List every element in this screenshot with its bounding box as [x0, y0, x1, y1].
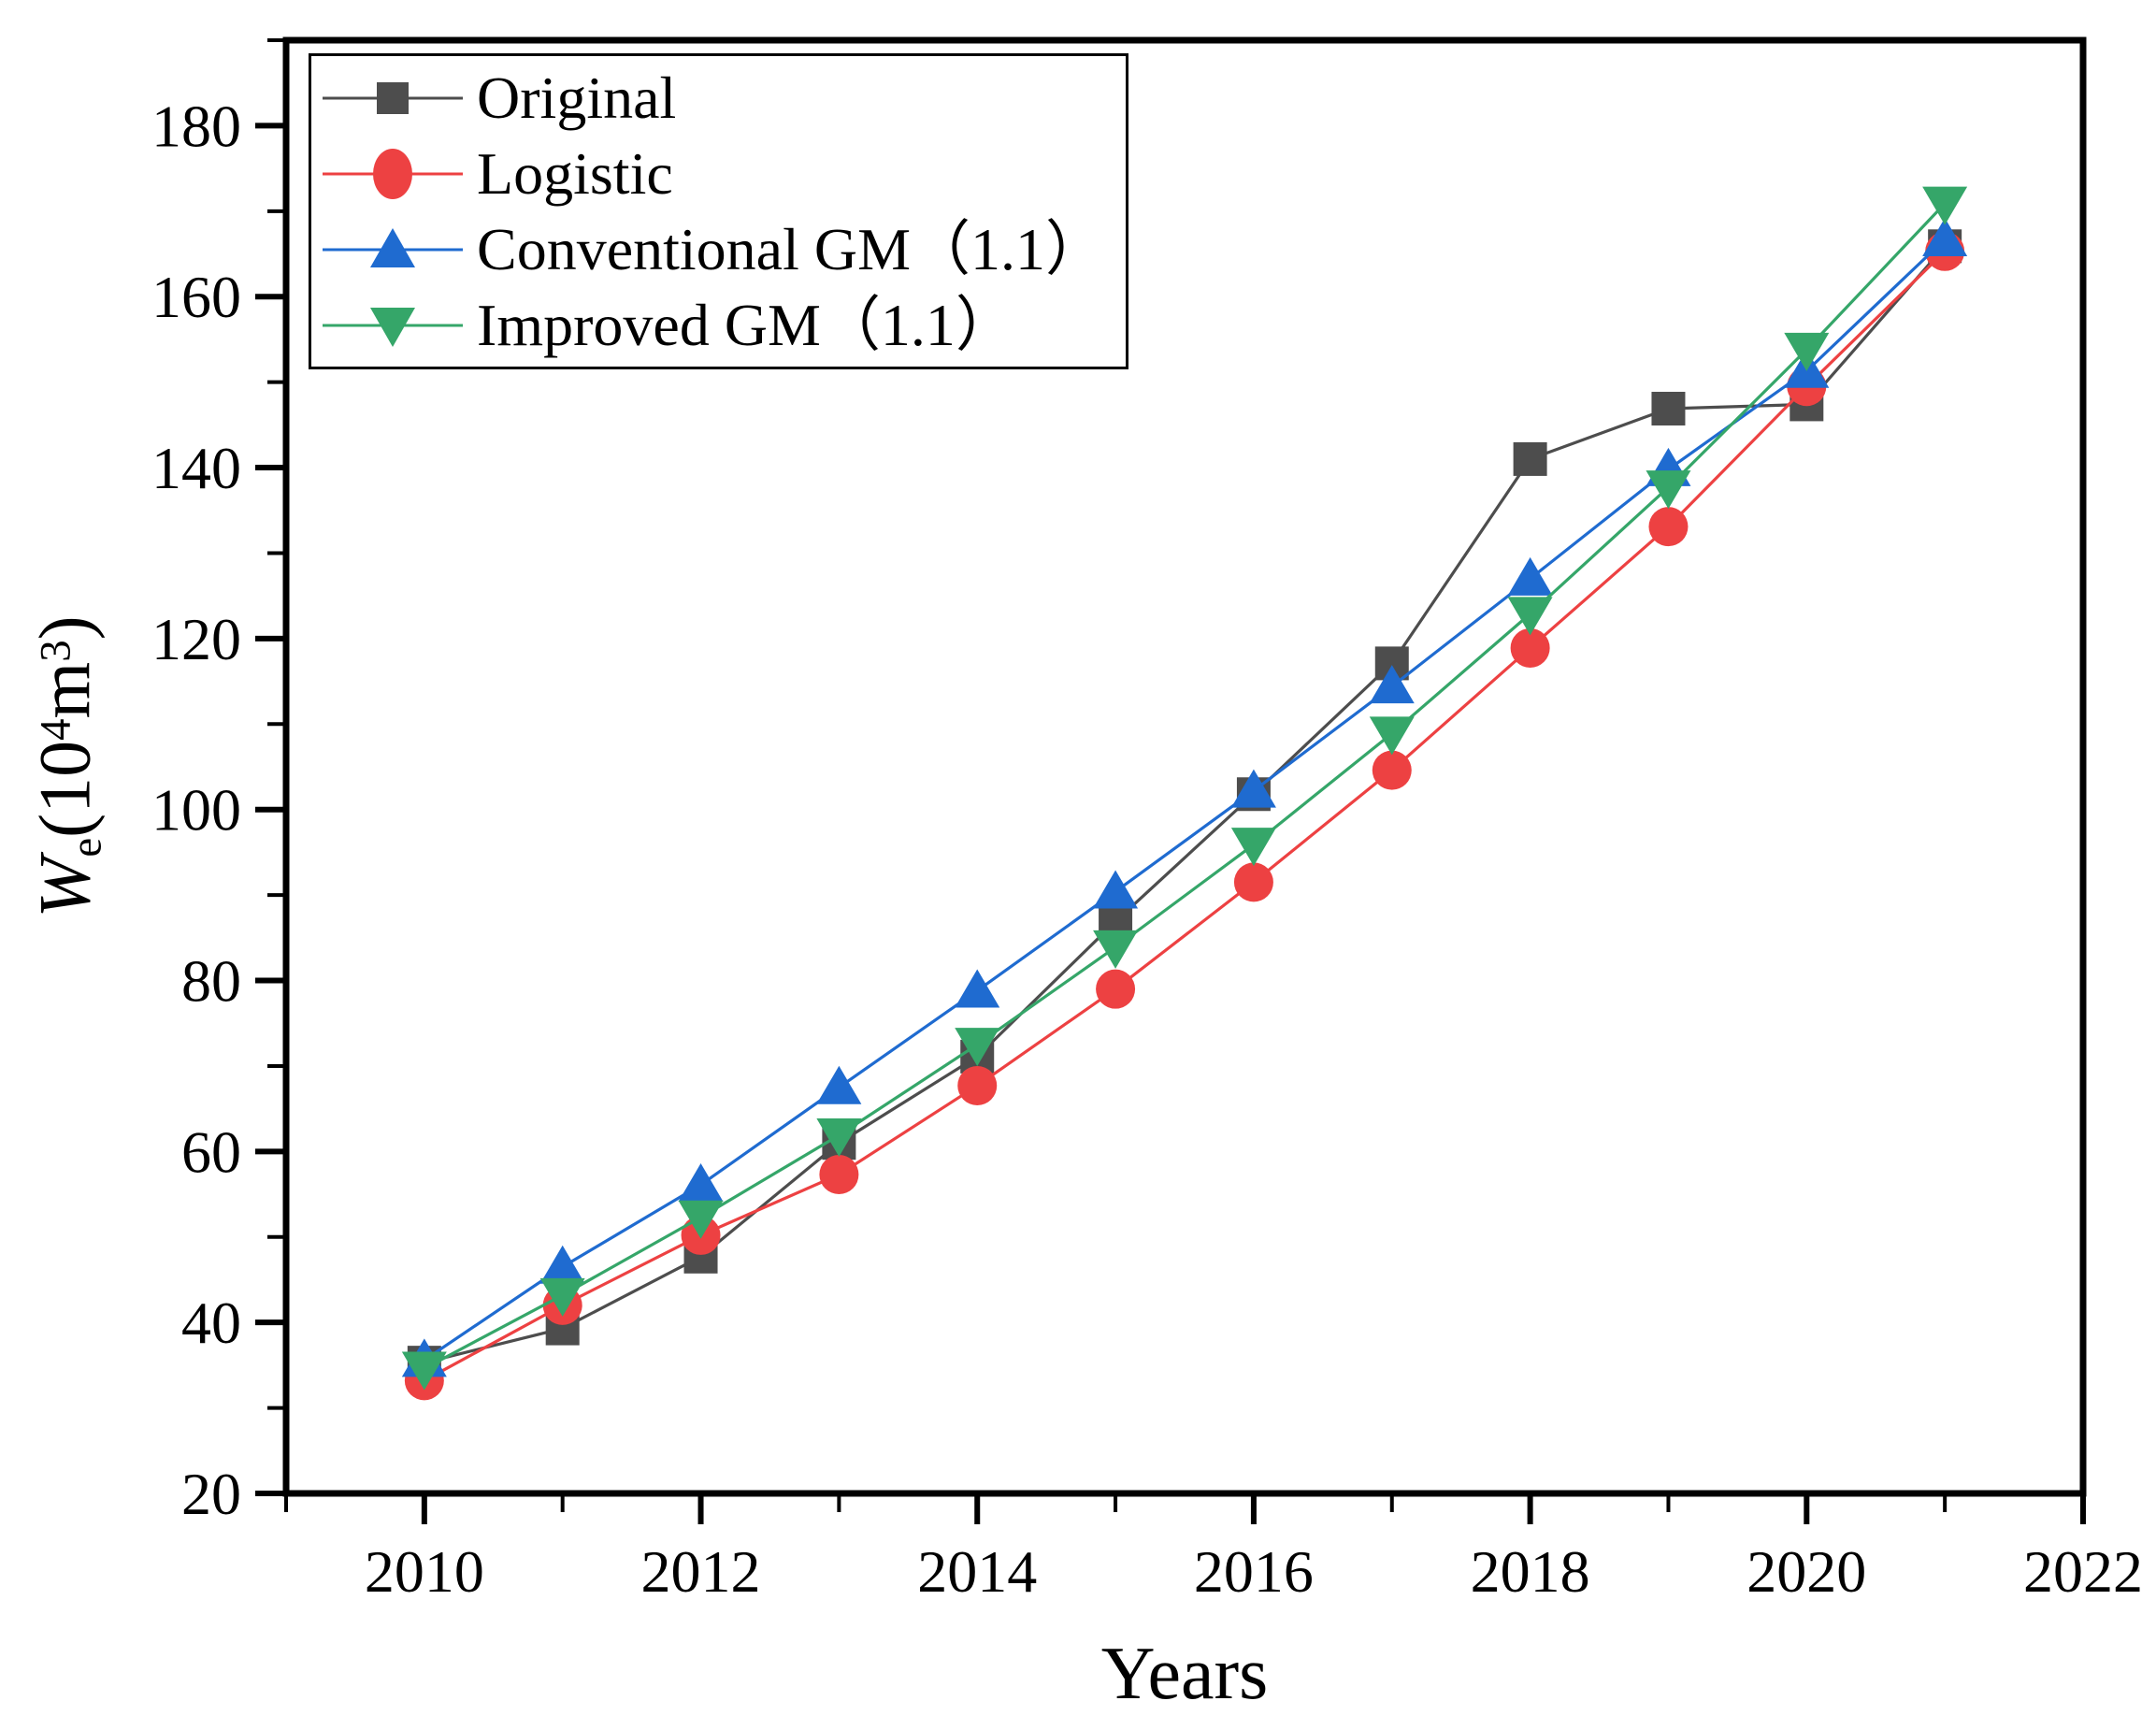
x-axis-title: Years [1100, 1633, 1269, 1715]
data-point-s2-2018 [1510, 627, 1550, 668]
y-tick-label: 20 [181, 1461, 241, 1527]
legend-label: Original [477, 64, 677, 131]
series-line-1 [424, 245, 1947, 1364]
ylabel-unit-close: ) [23, 615, 106, 641]
data-point-s4-2016 [1230, 828, 1276, 867]
triangle-up-marker-icon [370, 227, 415, 267]
x-tick-label: 2018 [1471, 1538, 1590, 1605]
data-point-s2-2017 [1372, 750, 1412, 790]
y-tick-label: 140 [151, 435, 241, 501]
legend-sample-triangle-down-icon [323, 307, 463, 347]
x-tick-label: 2016 [1194, 1538, 1314, 1605]
data-point-s2-2014 [957, 1065, 998, 1105]
data-point-s3-2015 [1093, 870, 1139, 909]
data-point-s4-2018 [1507, 597, 1553, 636]
data-point-s3-2016 [1230, 769, 1276, 808]
y-tick-label: 120 [151, 606, 241, 672]
legend: Original Logistic Conventional GM（1.1） I… [309, 53, 1128, 369]
data-point-s4-2019 [1646, 470, 1691, 510]
legend-sample-circle-icon [323, 148, 463, 199]
x-tick-label: 2022 [2023, 1538, 2143, 1605]
legend-label: Conventional GM（1.1） [477, 215, 1105, 282]
legend-item-conventional-gm: Conventional GM（1.1） [323, 212, 1126, 287]
series-line-4 [424, 202, 1947, 1370]
data-point-s3-2012 [678, 1163, 724, 1203]
data-point-s3-2021 [1922, 217, 1968, 256]
data-point-s4-2017 [1369, 716, 1415, 756]
ylabel-exponent-3: 3 [31, 640, 80, 662]
series-line-2 [424, 250, 1947, 1382]
legend-sample-triangle-up-icon [323, 227, 463, 267]
x-tick-label: 2010 [365, 1538, 484, 1605]
y-tick-label: 80 [181, 948, 241, 1015]
y-tick-label: 40 [181, 1290, 241, 1356]
ylabel-variable: W [23, 857, 106, 918]
ylabel-subscript: e [62, 837, 111, 858]
legend-item-logistic: Logistic [323, 137, 1126, 211]
data-point-s3-2013 [816, 1065, 862, 1104]
series-line-3 [423, 238, 1947, 1362]
data-point-s4-2020 [1784, 332, 1830, 371]
x-tick-label: 2020 [1746, 1538, 1866, 1605]
legend-item-original: Original [323, 61, 1126, 136]
legend-label: Improved GM（1.1） [477, 291, 1015, 358]
data-point-s4-2011 [539, 1277, 585, 1317]
data-point-s4-2010 [401, 1351, 447, 1391]
ylabel-exponent-4: 4 [31, 718, 80, 741]
data-point-s3-2018 [1507, 556, 1553, 596]
data-point-s3-2017 [1369, 665, 1415, 704]
legend-label: Logistic [477, 139, 673, 207]
square-marker-icon [377, 81, 409, 114]
data-point-s4-2021 [1922, 186, 1968, 225]
data-point-s2-2019 [1648, 507, 1689, 547]
y-tick-label: 160 [151, 264, 241, 330]
data-point-s2-2016 [1233, 862, 1273, 902]
y-tick-label: 60 [181, 1118, 241, 1185]
circle-marker-icon [373, 148, 412, 199]
y-axis-title: We(104m3) [23, 615, 112, 917]
data-point-s1-2019 [1651, 391, 1686, 425]
data-point-s3-2014 [955, 969, 1000, 1008]
x-tick-label: 2012 [641, 1538, 761, 1605]
legend-sample-square-icon [323, 81, 463, 114]
x-tick-label: 2014 [917, 1538, 1037, 1605]
data-point-s3-2011 [539, 1245, 585, 1284]
data-point-s4-2013 [816, 1117, 862, 1157]
data-point-s4-2015 [1093, 930, 1139, 969]
data-point-s1-2018 [1513, 441, 1547, 476]
triangle-down-marker-icon [370, 307, 415, 347]
ylabel-unit-m: m [23, 661, 106, 719]
legend-item-improved-gm: Improved GM（1.1） [323, 288, 1126, 363]
data-point-s2-2013 [819, 1155, 859, 1195]
y-tick-label: 180 [151, 93, 241, 159]
plot-frame [282, 36, 2087, 1497]
data-point-s4-2014 [955, 1028, 1000, 1067]
data-point-s4-2012 [678, 1200, 724, 1239]
ylabel-unit-open: (10 [23, 740, 106, 838]
y-tick-label: 100 [151, 777, 241, 843]
data-point-s2-2015 [1096, 969, 1136, 1009]
